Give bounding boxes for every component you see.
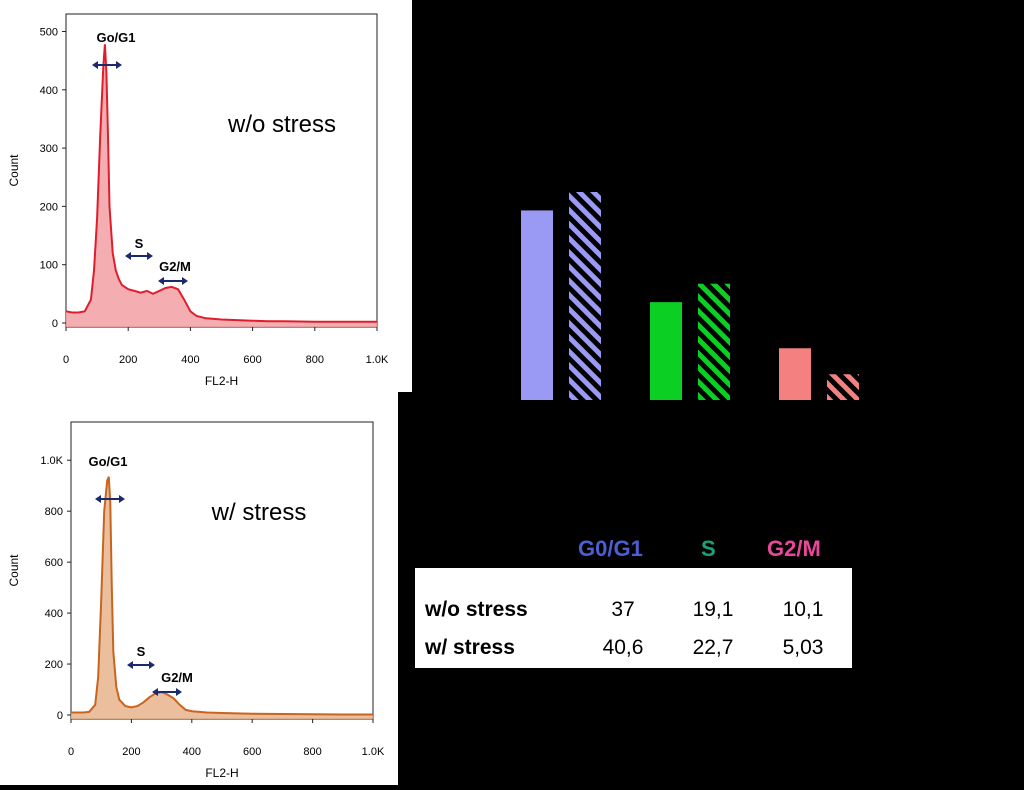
header-g2m: G2/M — [767, 536, 821, 561]
x-tick-label: 200 — [122, 746, 140, 758]
x-tick-label: 1.0K — [366, 354, 389, 366]
bar-w--stress-g2m — [827, 374, 859, 400]
y-tick-label: 300 — [40, 143, 58, 155]
x-tick-label: 0 — [68, 746, 74, 758]
gate-arrow-left — [127, 661, 133, 669]
histogram-area — [71, 476, 373, 719]
gate-arrow-right — [116, 61, 122, 69]
x-tick-label: 1.0K — [362, 746, 385, 758]
x-tick-label: 400 — [181, 354, 199, 366]
gate-label: S — [135, 236, 144, 251]
gate-arrow-left — [125, 252, 131, 260]
gate-label: S — [137, 644, 146, 659]
header-g0g1: G0/G1 — [578, 536, 643, 561]
x-tick-label: 800 — [303, 746, 321, 758]
bar-w-o-stress-g2m — [779, 348, 811, 400]
gate-arrow-left — [158, 277, 164, 285]
histogram-line — [65, 44, 377, 323]
gate-arrow-right — [182, 277, 188, 285]
bar-w-o-stress-s — [650, 302, 682, 400]
x-tick-label: 400 — [183, 746, 201, 758]
cell-value: 19,1 — [692, 598, 734, 621]
y-tick-label: 100 — [40, 260, 58, 272]
x-tick-label: 600 — [243, 746, 261, 758]
histogram-panel-with-stress: 0 200 400 600 800 1.0K 0 200 400 600 800 1.0K FL2-H C… — [0, 392, 398, 785]
gate-arrow-left — [152, 688, 158, 696]
y-axis-label: Count — [7, 154, 21, 187]
y-tick-label: 600 — [45, 557, 63, 569]
y-tick-label: 400 — [40, 85, 58, 97]
bar-w-o-stress-g0g1 — [521, 210, 553, 400]
gate-arrow-left — [95, 495, 101, 503]
bar-w--stress-s — [698, 283, 730, 400]
cell-value: 10,1 — [782, 598, 824, 621]
y-tick-label: 0 — [57, 710, 63, 722]
cell-value: 37 — [611, 598, 635, 621]
header-s: S — [701, 536, 716, 561]
gate-label: Go/G1 — [88, 454, 127, 469]
x-tick-label: 0 — [63, 354, 69, 366]
row-label: w/ stress — [425, 636, 515, 659]
table-row: w/o stress 37 19,1 10,1 — [415, 598, 852, 638]
cell-value: 40,6 — [602, 636, 644, 659]
gate-arrow-left — [92, 61, 98, 69]
histogram-area — [66, 44, 377, 328]
gate-label: G2/M — [159, 259, 191, 274]
gate-arrow-right — [147, 252, 153, 260]
percentage-table: w/o stress 37 19,1 10,1 w/ stress 40,6 2… — [415, 568, 852, 668]
y-tick-label: 200 — [40, 201, 58, 213]
x-axis-label: FL2-H — [205, 374, 238, 388]
gate-arrow-right — [119, 495, 125, 503]
y-tick-label: 0 — [52, 318, 58, 330]
gate-label: Go/G1 — [96, 30, 135, 45]
table-row: w/ stress 40,6 22,7 5,03 — [415, 636, 852, 676]
bar-w--stress-g0g1 — [569, 192, 601, 400]
cell-cycle-bar-chart — [521, 192, 859, 400]
cell-value: 22,7 — [692, 636, 734, 659]
histogram-panel-without-stress: 0 100 200 300 400 500 0 200 400 600 800 1.0K FL2-H Co… — [0, 0, 412, 392]
condition-annotation: w/ stress — [211, 499, 307, 526]
x-tick-label: 200 — [119, 354, 137, 366]
y-tick-label: 800 — [45, 506, 63, 518]
table-header: G0/G1 S G2/M — [415, 532, 852, 568]
cell-value: 5,03 — [782, 636, 824, 659]
y-tick-label: 500 — [40, 26, 58, 38]
histogram-with-stress: 0 200 400 600 800 1.0K 0 200 400 600 800 1.0K FL2-H C… — [7, 421, 385, 780]
x-axis-label: FL2-H — [205, 766, 238, 780]
y-axis-label: Count — [7, 554, 21, 587]
x-tick-label: 600 — [243, 354, 261, 366]
gate-arrow-right — [176, 688, 182, 696]
x-tick-label: 800 — [306, 354, 324, 366]
gate-arrow-right — [149, 661, 155, 669]
y-tick-label: 200 — [45, 659, 63, 671]
gate-label: G2/M — [161, 670, 193, 685]
histogram-line — [71, 476, 373, 716]
y-tick-label: 400 — [45, 608, 63, 620]
condition-annotation: w/o stress — [227, 111, 336, 138]
y-tick-label: 1.0K — [40, 455, 63, 467]
histogram-without-stress: 0 100 200 300 400 500 0 200 400 600 800 1.0K FL2-H Co… — [7, 13, 389, 388]
row-label: w/o stress — [425, 598, 528, 621]
